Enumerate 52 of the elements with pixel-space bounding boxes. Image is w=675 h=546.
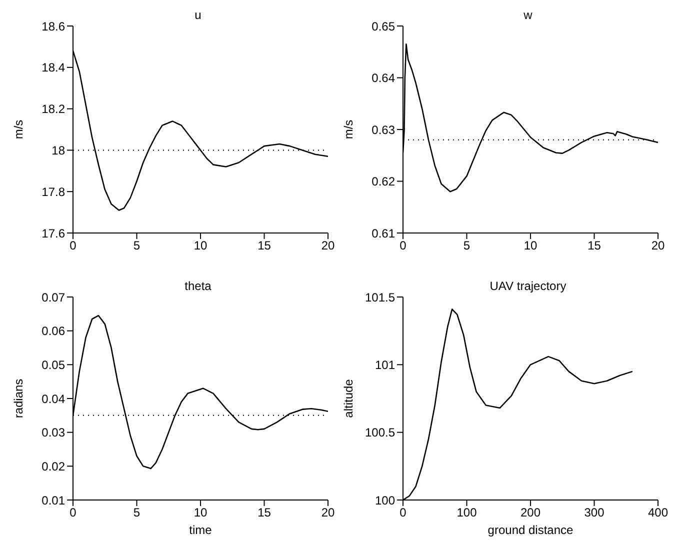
y-axis-title: altitude: [341, 378, 356, 418]
y-tick-label: 18.2: [42, 102, 66, 116]
y-tick-label: 0.62: [372, 174, 396, 189]
x-tick-label: 20: [651, 238, 665, 253]
y-tick-label: 0.02: [42, 459, 66, 474]
x-tick-label: 100: [456, 506, 478, 520]
y-axis-title: m/s: [341, 120, 356, 140]
x-tick-label: 0: [70, 506, 77, 520]
x-tick-label: 300: [584, 506, 605, 520]
y-tick-label: 18.4: [42, 60, 66, 75]
y-tick-label: 101: [374, 358, 396, 372]
x-tick-label: 0: [400, 238, 407, 253]
y-tick-label: 100: [374, 493, 396, 508]
y-tick-label: 0.65: [372, 19, 396, 34]
x-tick-label: 20: [321, 238, 335, 253]
x-tick-label: 10: [194, 506, 208, 520]
x-tick-label: 15: [588, 238, 602, 253]
x-tick-label: 15: [258, 238, 272, 253]
y-tick-label: 17.8: [42, 184, 66, 199]
x-tick-label: 20: [321, 506, 335, 520]
x-axis-title: time: [189, 523, 212, 537]
x-tick-label: 5: [133, 506, 140, 520]
chart-title: w: [522, 8, 534, 22]
x-tick-label: 5: [463, 238, 470, 253]
x-axis-title: ground distance: [488, 523, 574, 537]
y-tick-label: 0.03: [42, 426, 66, 440]
chart-title: u: [194, 8, 202, 22]
y-tick-label: 17.6: [42, 226, 66, 240]
y-tick-label: 0.07: [42, 290, 66, 304]
chart-title: UAV trajectory: [488, 279, 568, 293]
y-axis-title: radians: [11, 378, 26, 418]
y-tick-label: 100.5: [364, 426, 396, 440]
y-tick-label: 0.01: [42, 493, 66, 508]
y-axis-title: m/s: [11, 120, 26, 140]
y-tick-label: 0.63: [372, 122, 396, 137]
x-tick-label: 200: [520, 506, 541, 520]
x-tick-label: 5: [133, 238, 140, 253]
y-tick-label: 0.64: [372, 71, 396, 86]
chart-title: theta: [184, 279, 212, 293]
y-tick-label: 101.5: [364, 290, 396, 304]
x-tick-label: 10: [194, 238, 208, 253]
x-tick-label: 400: [648, 506, 668, 520]
y-tick-label: 0.61: [372, 226, 396, 240]
y-tick-label: 0.04: [42, 392, 66, 406]
x-tick-label: 15: [258, 506, 272, 520]
y-tick-label: 0.06: [42, 324, 66, 338]
y-tick-label: 18: [52, 143, 66, 158]
y-tick-label: 0.05: [42, 358, 66, 372]
y-tick-label: 18.6: [42, 19, 66, 34]
x-tick-label: 0: [70, 238, 77, 253]
x-tick-label: 10: [524, 238, 538, 253]
x-tick-label: 0: [400, 506, 407, 520]
